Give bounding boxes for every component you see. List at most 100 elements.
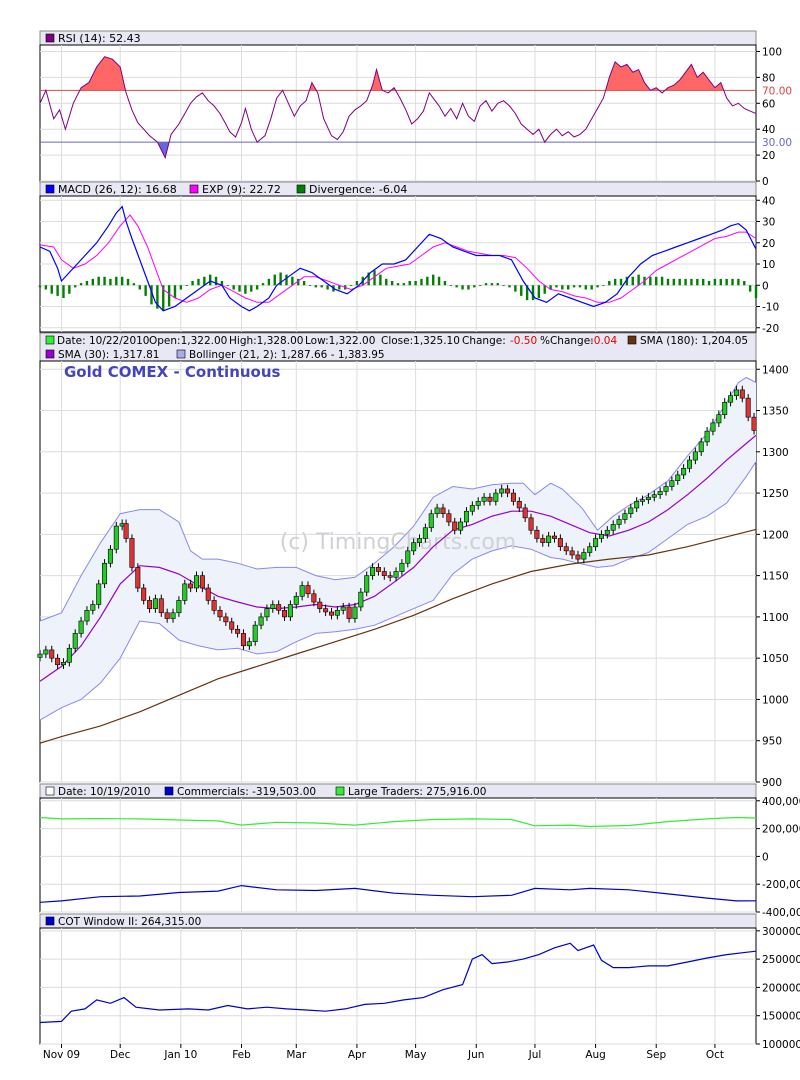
divergence-bar <box>50 285 53 294</box>
candle-body <box>264 608 270 618</box>
macd-tick-label: -10 <box>762 302 779 314</box>
price-legend-row1: Date: 10/22/2010 Open:1,322.00 High:1,32… <box>57 335 617 347</box>
candle-body <box>733 389 739 396</box>
candle-body <box>66 647 72 663</box>
macd-tick-label: 10 <box>762 259 775 271</box>
bollinger-legend-text: Bollinger (21, 2): 1,287.66 - 1,383.95 <box>189 349 385 361</box>
divergence-bar <box>396 283 400 286</box>
month-label: Dec <box>110 1049 131 1061</box>
divergence-bar <box>273 274 276 286</box>
candle-body <box>557 538 563 548</box>
rsi-grid <box>40 45 756 182</box>
price-tick-label: 1250 <box>762 488 789 500</box>
candle-body <box>481 496 487 502</box>
divergence-bar <box>672 278 676 286</box>
price-change-value: -0.50 <box>510 335 537 347</box>
price-change-label: Change: <box>462 335 506 347</box>
macd-legend-swatch <box>45 184 55 194</box>
candle-body <box>364 575 370 593</box>
sma30-legend-swatch <box>45 349 55 359</box>
rsi-tick-label: 100 <box>762 46 782 58</box>
divergence-bar <box>220 281 224 286</box>
sma30-line <box>39 434 757 682</box>
candle-body <box>692 451 698 461</box>
candle-body <box>205 587 211 601</box>
candle-body <box>745 397 751 418</box>
divergence-bar <box>437 276 441 286</box>
candle-body <box>246 641 252 647</box>
divergence-bar <box>496 283 499 286</box>
divergence-bar <box>508 285 511 288</box>
candle-body <box>152 598 158 609</box>
candle-body <box>610 524 616 531</box>
candle-body <box>258 616 264 626</box>
divergence-bar <box>408 281 411 286</box>
cot-window-legend-text: COT Window II: 264,315.00 <box>58 916 201 928</box>
cot-window-panel: COT Window II: 264,315.00 300000 250000 20… <box>39 913 800 1051</box>
candle-body <box>716 414 722 424</box>
divergence-bar <box>478 285 482 287</box>
macd-axis-ticks: 40 30 20 10 0 -10 -20 <box>756 195 779 335</box>
price-tick-label: 1000 <box>762 694 789 706</box>
cot-window-legend-swatch <box>45 916 55 926</box>
divergence-bar <box>214 276 218 286</box>
price-close: Close:1,325.10 <box>381 335 460 347</box>
candle-body <box>43 649 49 655</box>
divergence-bar <box>490 283 494 286</box>
month-label: Jan 10 <box>163 1049 197 1061</box>
candle-body <box>405 550 411 564</box>
candle-body <box>334 609 340 616</box>
candle-body <box>675 474 681 481</box>
watermark: (c) TimingCharts.com <box>280 530 516 555</box>
candle-body <box>452 521 458 531</box>
candle-body <box>469 505 475 512</box>
candle-body <box>252 624 258 642</box>
cot-date-text: Date: 10/19/2010 <box>58 786 151 798</box>
exp-legend-swatch <box>189 184 199 194</box>
rsi-tick-label: 60 <box>762 98 775 110</box>
candle-body <box>493 492 499 502</box>
bollinger-band-fill <box>40 377 756 721</box>
price-legend-bar <box>39 332 757 362</box>
divergence-bar <box>619 278 623 286</box>
macd-tick-label: 20 <box>762 238 775 250</box>
candle-body <box>393 571 399 578</box>
cot-tick-label: 400,000 <box>762 796 800 808</box>
candle-body <box>522 507 528 519</box>
candle-body <box>72 633 78 649</box>
divergence-bar <box>426 276 429 286</box>
rsi-level-label: 30.00 <box>762 137 792 149</box>
rsi-tick-label: 20 <box>762 150 775 162</box>
rsi-overbought-area <box>370 69 383 91</box>
divergence-bar <box>531 285 535 301</box>
macd-line <box>39 205 757 312</box>
divergence-bar <box>85 281 89 286</box>
candle-body <box>446 513 452 523</box>
cotw-tick-label: 150000 <box>762 1011 800 1023</box>
candle-body <box>534 529 540 539</box>
price-low: Low:1,322.00 <box>305 335 375 347</box>
divergence-bar <box>38 285 42 288</box>
candle-body <box>141 587 147 601</box>
divergence-bar <box>514 285 517 292</box>
rsi-panel: RSI (14): 52.43 70.00 30.00 100 80 60 40 20 0 <box>39 30 792 188</box>
candle-body <box>710 422 716 432</box>
divergence-bar <box>525 285 529 301</box>
price-tick-label: 1200 <box>762 529 789 541</box>
divergence-bar <box>754 285 758 298</box>
large-traders-legend-text: Large Traders: 275,916.00 <box>348 786 486 798</box>
divergence-bar <box>132 283 136 286</box>
divergence-bar <box>584 285 588 290</box>
candle-body <box>428 513 434 529</box>
candle-body <box>381 571 387 576</box>
candle-body <box>463 510 469 523</box>
divergence-bar <box>138 285 141 290</box>
divergence-bar <box>250 285 253 292</box>
divergence-legend-swatch <box>296 184 306 194</box>
price-date: Date: 10/22/2010 <box>57 335 150 347</box>
cotw-tick-label: 300000 <box>762 926 800 938</box>
large-traders-legend-swatch <box>335 786 345 796</box>
candle-body <box>102 562 108 585</box>
sma180-line <box>39 528 757 744</box>
